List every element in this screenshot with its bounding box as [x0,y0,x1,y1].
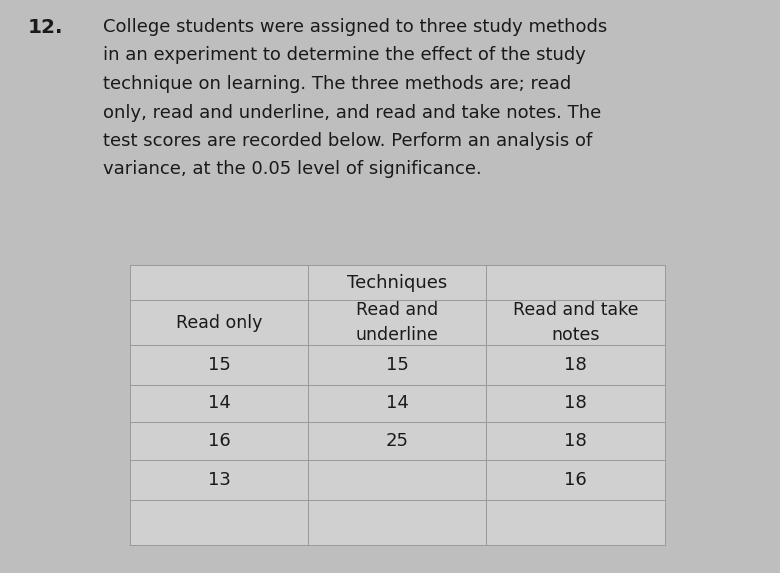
Text: 14: 14 [207,394,230,413]
Text: 16: 16 [564,471,587,489]
Text: 16: 16 [207,432,230,450]
Text: Read only: Read only [176,313,262,332]
Text: 12.: 12. [28,18,63,37]
Text: 18: 18 [564,356,587,374]
Text: Read and
underline: Read and underline [356,301,438,344]
Text: College students were assigned to three study methods
in an experiment to determ: College students were assigned to three … [103,18,608,179]
Text: 18: 18 [564,432,587,450]
Text: 25: 25 [385,432,409,450]
Text: 18: 18 [564,394,587,413]
Text: 15: 15 [385,356,409,374]
Text: 14: 14 [385,394,409,413]
Text: Techniques: Techniques [347,273,448,292]
Text: Read and take
notes: Read and take notes [512,301,638,344]
Text: 15: 15 [207,356,230,374]
Text: 13: 13 [207,471,230,489]
Bar [130,265,665,545]
